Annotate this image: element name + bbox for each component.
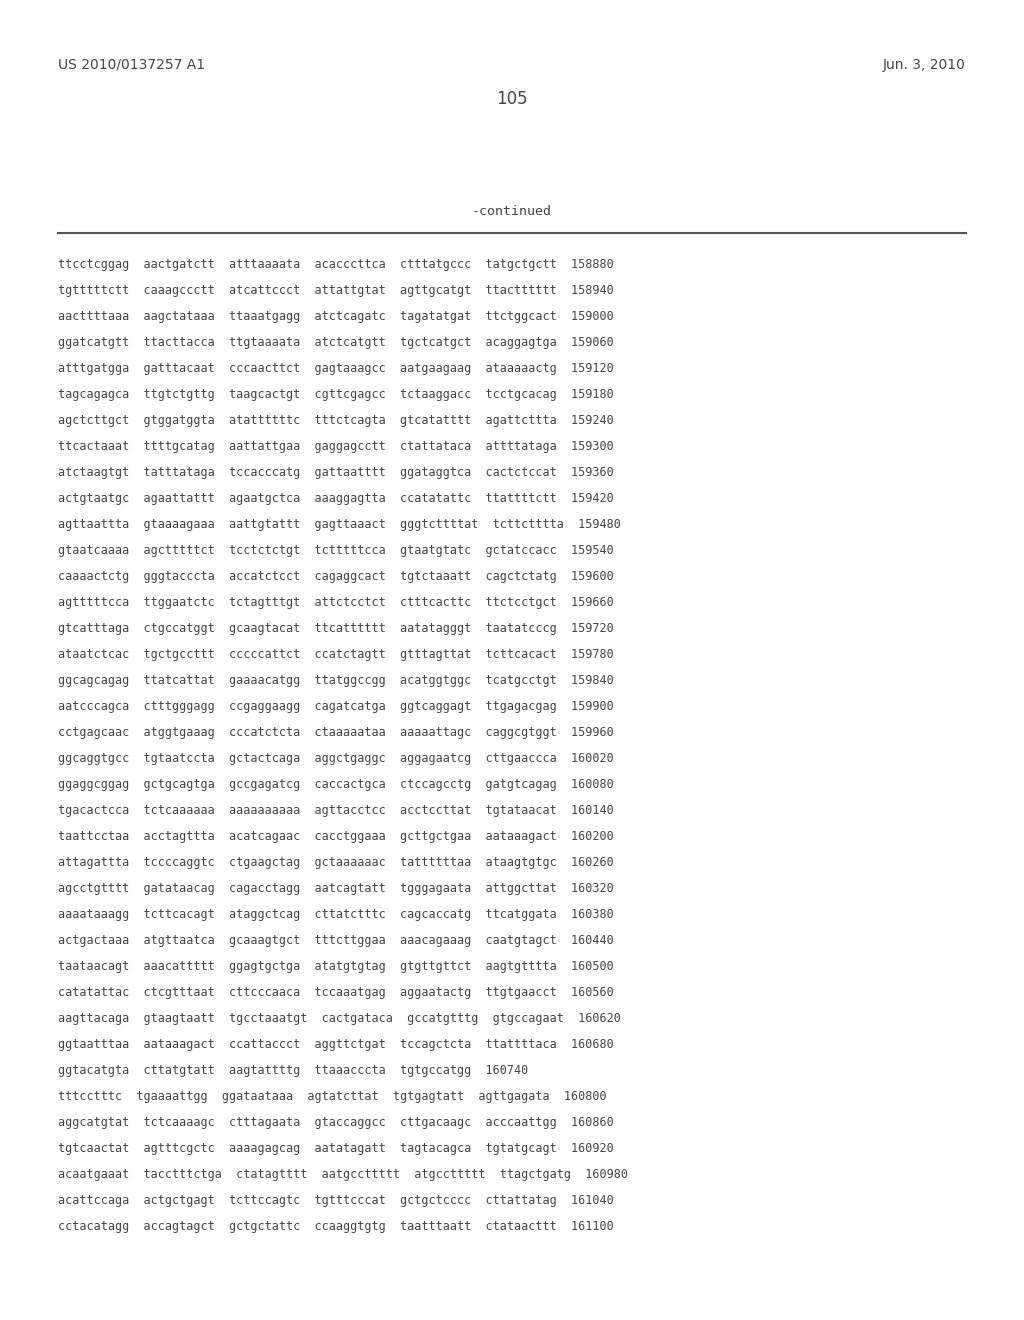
Text: US 2010/0137257 A1: US 2010/0137257 A1 [58, 58, 205, 73]
Text: aacttttaaa  aagctataaa  ttaaatgagg  atctcagatc  tagatatgat  ttctggcact  159000: aacttttaaa aagctataaa ttaaatgagg atctcag… [58, 310, 613, 323]
Text: ttcctcggag  aactgatctt  atttaaaata  acacccttca  ctttatgccc  tatgctgctt  158880: ttcctcggag aactgatctt atttaaaata acaccct… [58, 257, 613, 271]
Text: catatattac  ctcgtttaat  cttcccaaca  tccaaatgag  aggaatactg  ttgtgaacct  160560: catatattac ctcgtttaat cttcccaaca tccaaat… [58, 986, 613, 999]
Text: Jun. 3, 2010: Jun. 3, 2010 [883, 58, 966, 73]
Text: 105: 105 [497, 90, 527, 108]
Text: ttcactaaat  ttttgcatag  aattattgaa  gaggagcctt  ctattataca  attttataga  159300: ttcactaaat ttttgcatag aattattgaa gaggagc… [58, 440, 613, 453]
Text: tttcctttc  tgaaaattgg  ggataataaa  agtatcttat  tgtgagtatt  agttgagata  160800: tttcctttc tgaaaattgg ggataataaa agtatctt… [58, 1090, 606, 1104]
Text: taattcctaa  acctagttta  acatcagaac  cacctggaaa  gcttgctgaa  aataaagact  160200: taattcctaa acctagttta acatcagaac cacctgg… [58, 830, 613, 843]
Text: ggtacatgta  cttatgtatt  aagtattttg  ttaaacccta  tgtgccatgg  160740: ggtacatgta cttatgtatt aagtattttg ttaaacc… [58, 1064, 528, 1077]
Text: tgtttttctt  caaagccctt  atcattccct  attattgtat  agttgcatgt  ttactttttt  158940: tgtttttctt caaagccctt atcattccct attattg… [58, 284, 613, 297]
Text: cctgagcaac  atggtgaaag  cccatctcta  ctaaaaataa  aaaaattagc  caggcgtggt  159960: cctgagcaac atggtgaaag cccatctcta ctaaaaa… [58, 726, 613, 739]
Text: attagattta  tccccaggtc  ctgaagctag  gctaaaaaac  tattttttaa  ataagtgtgc  160260: attagattta tccccaggtc ctgaagctag gctaaaa… [58, 855, 613, 869]
Text: acaatgaaat  tacctttctga  ctatagtttt  aatgccttttt  atgccttttt  ttagctgatg  160980: acaatgaaat tacctttctga ctatagtttt aatgcc… [58, 1168, 628, 1181]
Text: acattccaga  actgctgagt  tcttccagtc  tgtttcccat  gctgctcccc  cttattatag  161040: acattccaga actgctgagt tcttccagtc tgtttcc… [58, 1195, 613, 1206]
Text: agtttttcca  ttggaatctc  tctagtttgt  attctcctct  ctttcacttc  ttctcctgct  159660: agtttttcca ttggaatctc tctagtttgt attctcc… [58, 597, 613, 609]
Text: actgtaatgc  agaattattt  agaatgctca  aaaggagtta  ccatatattc  ttattttctt  159420: actgtaatgc agaattattt agaatgctca aaaggag… [58, 492, 613, 506]
Text: aggcatgtat  tctcaaaagc  ctttagaata  gtaccaggcc  cttgacaagc  acccaattgg  160860: aggcatgtat tctcaaaagc ctttagaata gtaccag… [58, 1115, 613, 1129]
Text: gtaatcaaaa  agctttttct  tcctctctgt  tctttttcca  gtaatgtatc  gctatccacc  159540: gtaatcaaaa agctttttct tcctctctgt tcttttt… [58, 544, 613, 557]
Text: -continued: -continued [472, 205, 552, 218]
Text: actgactaaa  atgttaatca  gcaaagtgct  tttcttggaa  aaacagaaag  caatgtagct  160440: actgactaaa atgttaatca gcaaagtgct tttcttg… [58, 935, 613, 946]
Text: ggaggcggag  gctgcagtga  gccgagatcg  caccactgca  ctccagcctg  gatgtcagag  160080: ggaggcggag gctgcagtga gccgagatcg caccact… [58, 777, 613, 791]
Text: aaaataaagg  tcttcacagt  ataggctcag  cttatctttc  cagcaccatg  ttcatggata  160380: aaaataaagg tcttcacagt ataggctcag cttatct… [58, 908, 613, 921]
Text: ggtaatttaa  aataaagact  ccattaccct  aggttctgat  tccagctcta  ttattttaca  160680: ggtaatttaa aataaagact ccattaccct aggttct… [58, 1038, 613, 1051]
Text: taataacagt  aaacattttt  ggagtgctga  atatgtgtag  gtgttgttct  aagtgtttta  160500: taataacagt aaacattttt ggagtgctga atatgtg… [58, 960, 613, 973]
Text: aagttacaga  gtaagtaatt  tgcctaaatgt  cactgataca  gccatgtttg  gtgccagaat  160620: aagttacaga gtaagtaatt tgcctaaatgt cactga… [58, 1012, 621, 1026]
Text: atttgatgga  gatttacaat  cccaacttct  gagtaaagcc  aatgaagaag  ataaaaactg  159120: atttgatgga gatttacaat cccaacttct gagtaaa… [58, 362, 613, 375]
Text: ggcagcagag  ttatcattat  gaaaacatgg  ttatggccgg  acatggtggc  tcatgcctgt  159840: ggcagcagag ttatcattat gaaaacatgg ttatggc… [58, 675, 613, 686]
Text: atctaagtgt  tatttataga  tccacccatg  gattaatttt  ggataggtca  cactctccat  159360: atctaagtgt tatttataga tccacccatg gattaat… [58, 466, 613, 479]
Text: agttaattta  gtaaaagaaa  aattgtattt  gagttaaact  gggtcttttat  tcttctttta  159480: agttaattta gtaaaagaaa aattgtattt gagttaa… [58, 517, 621, 531]
Text: agcctgtttt  gatataacag  cagacctagg  aatcagtatt  tgggagaata  attggcttat  160320: agcctgtttt gatataacag cagacctagg aatcagt… [58, 882, 613, 895]
Text: ggatcatgtt  ttacttacca  ttgtaaaata  atctcatgtt  tgctcatgct  acaggagtga  159060: ggatcatgtt ttacttacca ttgtaaaata atctcat… [58, 337, 613, 348]
Text: tagcagagca  ttgtctgttg  taagcactgt  cgttcgagcc  tctaaggacc  tcctgcacag  159180: tagcagagca ttgtctgttg taagcactgt cgttcga… [58, 388, 613, 401]
Text: caaaactctg  gggtacccta  accatctcct  cagaggcact  tgtctaaatt  cagctctatg  159600: caaaactctg gggtacccta accatctcct cagaggc… [58, 570, 613, 583]
Text: cctacatagg  accagtagct  gctgctattc  ccaaggtgtg  taatttaatt  ctataacttt  161100: cctacatagg accagtagct gctgctattc ccaaggt… [58, 1220, 613, 1233]
Text: tgacactcca  tctcaaaaaa  aaaaaaaaaa  agttacctcc  acctccttat  tgtataacat  160140: tgacactcca tctcaaaaaa aaaaaaaaaa agttacc… [58, 804, 613, 817]
Text: agctcttgct  gtggatggta  atattttttc  tttctcagta  gtcatatttt  agattcttta  159240: agctcttgct gtggatggta atattttttc tttctca… [58, 414, 613, 426]
Text: ggcaggtgcc  tgtaatccta  gctactcaga  aggctgaggc  aggagaatcg  cttgaaccca  160020: ggcaggtgcc tgtaatccta gctactcaga aggctga… [58, 752, 613, 766]
Text: gtcatttaga  ctgccatggt  gcaagtacat  ttcatttttt  aatatagggt  taatatcccg  159720: gtcatttaga ctgccatggt gcaagtacat ttcattt… [58, 622, 613, 635]
Text: ataatctcac  tgctgccttt  cccccattct  ccatctagtt  gtttagttat  tcttcacact  159780: ataatctcac tgctgccttt cccccattct ccatcta… [58, 648, 613, 661]
Text: tgtcaactat  agtttcgctc  aaaagagcag  aatatagatt  tagtacagca  tgtatgcagt  160920: tgtcaactat agtttcgctc aaaagagcag aatatag… [58, 1142, 613, 1155]
Text: aatcccagca  ctttgggagg  ccgaggaagg  cagatcatga  ggtcaggagt  ttgagacgag  159900: aatcccagca ctttgggagg ccgaggaagg cagatca… [58, 700, 613, 713]
